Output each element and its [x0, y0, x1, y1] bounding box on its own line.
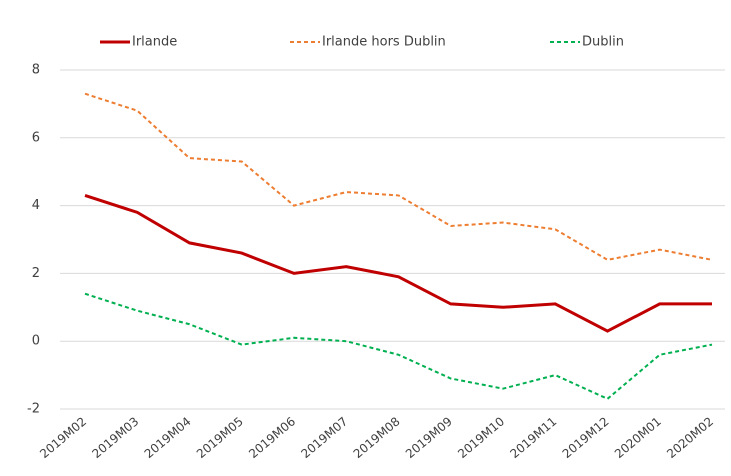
x-tick-label: 2019M05 — [194, 414, 246, 461]
x-tick-label: 2019M06 — [246, 414, 298, 461]
x-tick-label: 2019M11 — [507, 414, 559, 461]
x-tick-label: 2020M01 — [612, 414, 664, 461]
x-tick-label: 2019M08 — [351, 414, 403, 461]
y-tick-label: 4 — [32, 198, 40, 213]
x-tick-label: 2019M02 — [37, 414, 89, 461]
legend-label: Irlande — [132, 35, 177, 50]
line — [84, 292, 713, 401]
x-tick-label: 2019M03 — [89, 414, 141, 461]
y-tick-label: 2 — [32, 266, 40, 281]
x-tick-label: 2019M09 — [403, 414, 455, 461]
legend-label: Dublin — [582, 35, 624, 50]
line — [84, 92, 713, 261]
x-tick-label: 2020M02 — [664, 414, 716, 461]
y-tick-label: 8 — [32, 63, 40, 78]
y-tick-label: -2 — [27, 402, 40, 417]
line — [84, 194, 712, 333]
y-tick-label: 0 — [32, 334, 40, 349]
x-tick-label: 2019M12 — [560, 414, 612, 461]
x-tick-label: 2019M10 — [455, 414, 507, 461]
x-tick-label: 2019M04 — [142, 414, 194, 461]
x-tick-label: 2019M07 — [298, 414, 350, 461]
y-tick-label: 6 — [32, 130, 40, 145]
legend-label: Irlande hors Dublin — [322, 35, 446, 50]
